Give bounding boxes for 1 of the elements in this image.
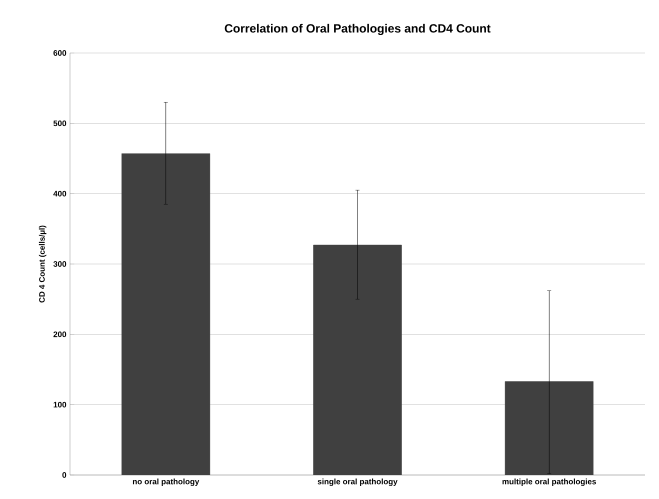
chart-title: Correlation of Oral Pathologies and CD4 Count [224,24,491,36]
